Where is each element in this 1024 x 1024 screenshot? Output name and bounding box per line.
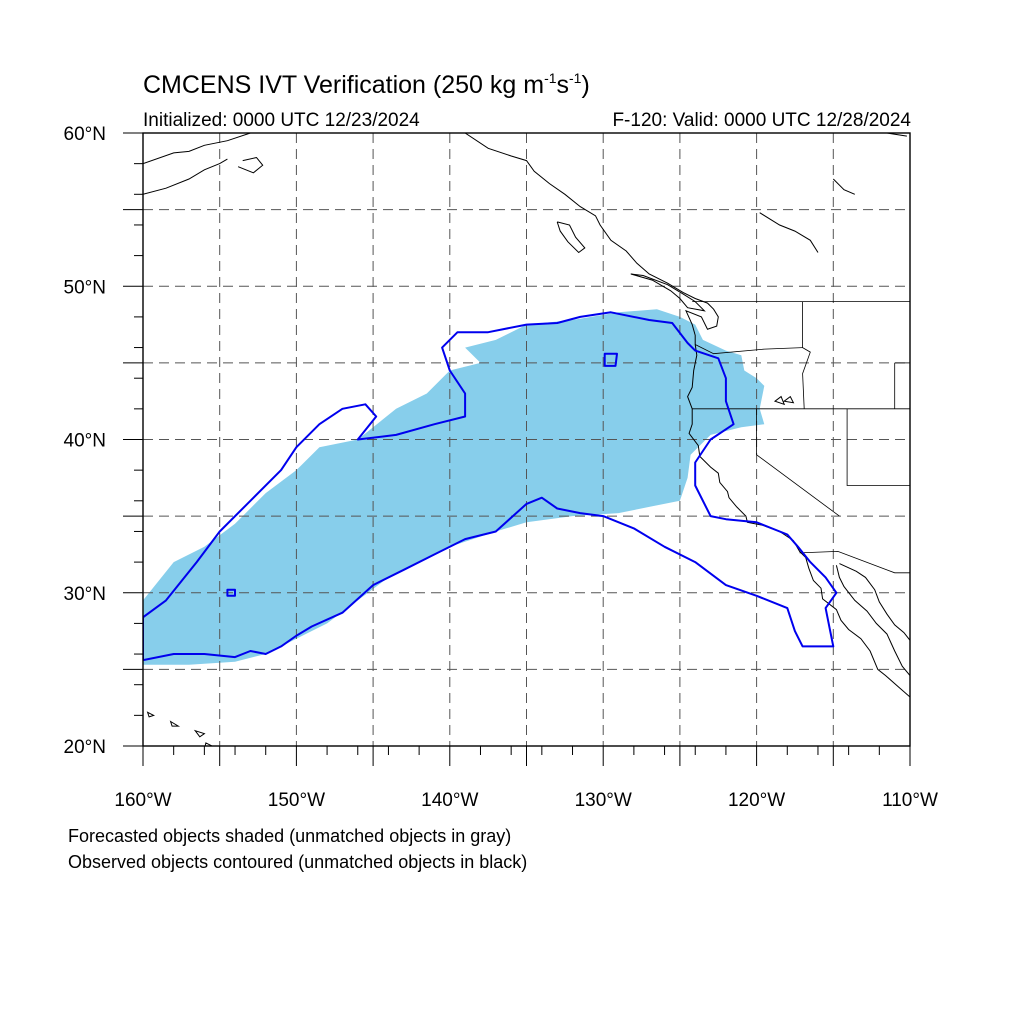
coastline [237,156,264,174]
observed-ivt-contour [226,588,236,597]
island-outline [169,720,181,727]
political-boundary [846,408,910,486]
lon-tick-label: 130°W [575,790,632,811]
lat-tick-label: 50°N [64,277,106,298]
lon-tick-label: 150°W [268,790,325,811]
observed-ivt-contour [603,352,618,367]
island-outline [773,395,786,406]
valid-time: F-120: Valid: 0000 UTC 12/28/2024 [612,110,911,131]
political-boundary [756,408,840,517]
lat-tick-label: 60°N [64,124,106,145]
forecast-object-layer [143,309,765,665]
island-outline [140,717,142,719]
lon-tick-label: 120°W [728,790,785,811]
lat-tick-label: 30°N [64,584,106,605]
axis-labels: 60°N 50°N 40°N 30°N 20°N 160°W 150°W 140°W 130°W… [64,124,938,811]
political-boundary [802,301,811,409]
island-outline [193,729,206,738]
political-boundary [695,344,803,355]
observed-object-layer [143,311,838,662]
coastline [143,158,228,195]
lat-tick-label: 40°N [64,431,106,452]
coastline [759,212,819,253]
island-outline [146,711,156,718]
map-title: CMCENS IVT Verification (250 kg m-1s-1) [143,70,590,99]
initialized-time: Initialized: 0000 UTC 12/23/2024 [143,110,420,131]
lon-tick-label: 110°W [882,790,938,811]
lat-tick-label: 20°N [64,737,106,758]
coastline [832,178,855,195]
island-outline [782,395,795,404]
coastline [556,221,586,254]
coastline-layer [140,133,910,746]
coastline [630,273,706,312]
coastline [143,133,251,165]
lon-tick-label: 160°W [114,790,171,811]
coastline [835,565,910,676]
political-boundary [799,550,910,574]
observed-legend-note: Observed objects contoured (unmatched ob… [68,852,528,872]
forecast-legend-note: Forecasted objects shaded (unmatched obj… [68,826,512,846]
forecast-ivt-object [143,309,765,665]
axis-ticks [123,132,911,766]
lon-tick-label: 140°W [421,790,478,811]
graticule [143,133,910,746]
observed-ivt-contour [143,311,838,662]
coastline [839,563,910,642]
